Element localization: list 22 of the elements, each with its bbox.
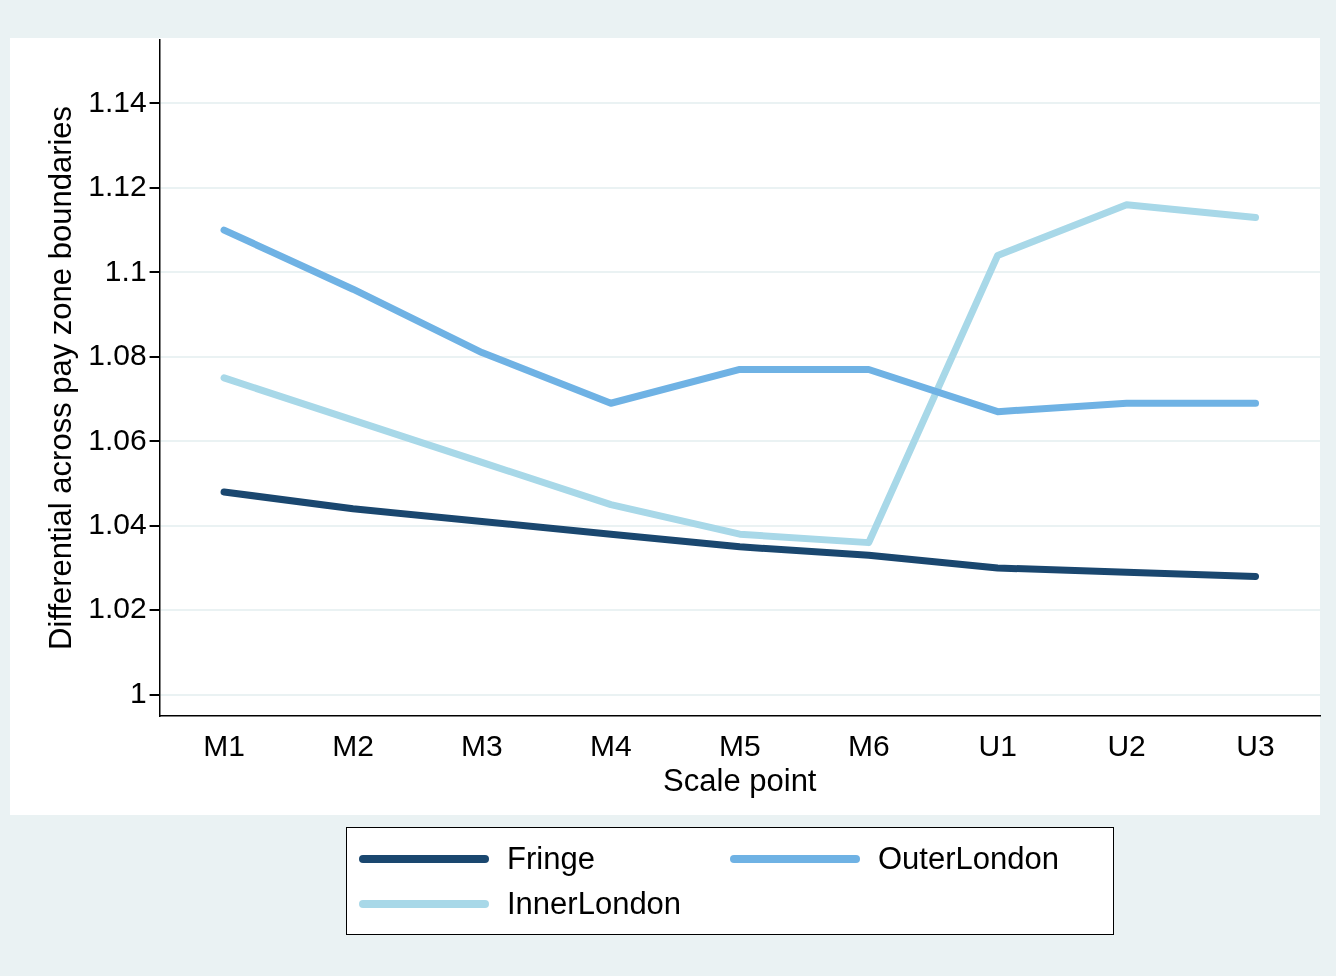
y-tick-label: 1 (129, 675, 147, 709)
legend-label: InnerLondon (507, 885, 682, 922)
x-tick-label: M6 (847, 729, 890, 763)
x-tick-label: M4 (590, 729, 632, 763)
x-tick-label: M3 (461, 729, 503, 763)
x-tick-label: U2 (1107, 729, 1146, 763)
x-axis-title: Scale point (663, 762, 817, 798)
y-tick-label: 1.1 (104, 253, 147, 287)
x-tick-label: U3 (1236, 729, 1275, 763)
legend-label: Fringe (507, 840, 595, 877)
y-tick-label: 1.12 (88, 169, 147, 203)
y-tick-label: 1.14 (88, 84, 147, 118)
y-tick-label: 1.06 (88, 422, 147, 456)
x-tick-label: U1 (978, 729, 1017, 763)
legend-label: OuterLondon (878, 840, 1059, 877)
x-tick-label: M5 (718, 729, 761, 763)
y-axis-title: Differential across pay zone boundaries (43, 105, 79, 650)
y-tick-label: 1.02 (88, 591, 147, 625)
y-tick-label: 1.04 (88, 507, 147, 540)
x-tick-label: M2 (332, 729, 374, 763)
x-tick-label: M1 (203, 729, 245, 763)
y-tick-label: 1.08 (88, 338, 147, 372)
